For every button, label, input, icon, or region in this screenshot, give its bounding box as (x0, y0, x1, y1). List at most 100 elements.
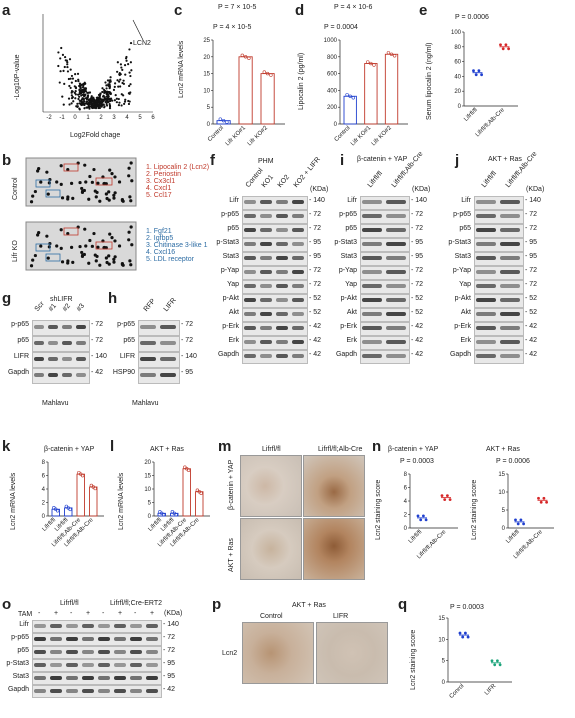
array2-spot (112, 260, 116, 264)
volcano-point (84, 93, 87, 96)
f-blot-strip (242, 336, 308, 350)
array2-spot (47, 245, 51, 249)
f-blot-strip (242, 252, 308, 266)
array2-spot (83, 227, 87, 231)
g-blot-strip (32, 368, 90, 384)
i-blot-strip (360, 196, 410, 210)
f-band (292, 326, 304, 330)
f-blot-strip (242, 224, 308, 238)
o-tam-sign: + (118, 610, 123, 617)
volcano-point (78, 95, 81, 98)
chart-k-point (77, 470, 81, 475)
array2-spot (98, 263, 102, 267)
volcano-point (105, 97, 108, 101)
chart-l-point (170, 510, 175, 514)
array2-spot (102, 246, 106, 250)
i-row-label: Lifr (347, 197, 357, 204)
volcano-point (128, 48, 131, 51)
i-blot-strip (360, 336, 410, 350)
volcano-point (103, 90, 106, 93)
g-mw: - 42 (91, 369, 104, 376)
chart-n2-point (537, 496, 540, 500)
g-lane-label: #3 (75, 302, 87, 313)
g-band (48, 341, 58, 345)
c-ylabel: Lcn2 mRNA levels (178, 40, 185, 98)
chart-k-bar (76, 473, 85, 517)
chart-k-ytick-label: 4 (42, 487, 46, 493)
i-row-label: p-Stat3 (334, 239, 357, 246)
i-blot-strip (360, 224, 410, 238)
micrograph-p-1 (242, 622, 314, 684)
volcano-point (78, 82, 82, 85)
volcano-point (84, 82, 87, 85)
volcano-point (78, 99, 81, 102)
array1-spot (110, 172, 114, 176)
f-blot-strip (242, 350, 308, 364)
volcano-point (74, 97, 77, 100)
array2-spot (104, 256, 108, 260)
i-blot-strip (360, 252, 410, 266)
volcano-point (82, 94, 86, 98)
array1-spot (127, 166, 131, 170)
c-p-bottom: P = 4 × 10-5 (213, 24, 252, 31)
array1-spot (45, 170, 49, 174)
i-mw: - 42 (411, 337, 424, 344)
volcano-point (92, 96, 95, 99)
chart-q-ytick-label: 5 (442, 659, 446, 665)
g-blot-strip (32, 352, 90, 368)
f-title: PHM (258, 158, 274, 165)
chart-e-point (499, 43, 502, 47)
volcano-point (95, 96, 98, 99)
panel-k-letter: k (2, 438, 11, 455)
o-row-label: Lifr (19, 621, 29, 628)
volcano-annotation: LCN2 (133, 40, 151, 47)
array2-spot (33, 253, 37, 258)
chart-n1-ytick-label: 4 (404, 499, 408, 505)
f-band (292, 284, 304, 288)
volcano-point (104, 91, 108, 94)
h-mw: - 72 (181, 337, 194, 344)
volcano-point (74, 79, 77, 83)
j-row-label: p-Yap (452, 267, 471, 274)
chart-e-point (507, 47, 510, 51)
i-band (362, 228, 382, 232)
volcano-point (107, 90, 110, 94)
array1-spot (105, 196, 109, 201)
b-row-lifrko: Lifr KO (12, 240, 19, 262)
o-blot-strip (32, 620, 162, 633)
j-lane-label: Lifrfl/fl (480, 170, 499, 189)
f-mw: - 42 (309, 351, 322, 358)
g-title: shLIFR (50, 296, 73, 303)
f-blot-strip (242, 294, 308, 308)
chart-n2-point (545, 500, 548, 504)
chart-l-ytick-label: 20 (144, 460, 151, 466)
f-band (260, 270, 272, 274)
f-kda: (KDa) (310, 186, 329, 193)
i-blot-strip (360, 308, 410, 322)
volcano-point (83, 103, 86, 107)
f-blot-strip (242, 322, 308, 336)
volcano-point (129, 61, 132, 64)
chart-q-point (498, 663, 502, 667)
volcano-point (108, 84, 111, 87)
o-band (34, 662, 46, 667)
j-mw: - 72 (525, 281, 538, 288)
chart-d-ytick-label: 600 (327, 72, 338, 78)
j-band (476, 228, 496, 232)
volcano-point (118, 72, 121, 75)
volcano-point (122, 94, 125, 97)
g-cell: Mahlavu (42, 400, 69, 407)
h-band (140, 325, 156, 329)
volcano-point (71, 77, 75, 80)
f-band (292, 228, 304, 232)
o-group-1: Lifrfl/fl (60, 600, 79, 607)
panel-f-letter: f (210, 152, 215, 169)
f-band (244, 354, 256, 358)
volcano-point (129, 41, 133, 45)
volcano-point (117, 97, 120, 101)
volcano-point (118, 73, 121, 77)
volcano-point (77, 78, 80, 81)
f-band (276, 242, 288, 246)
o-band (146, 688, 158, 693)
q-ylabel: Lcn2 staining score (410, 629, 417, 690)
